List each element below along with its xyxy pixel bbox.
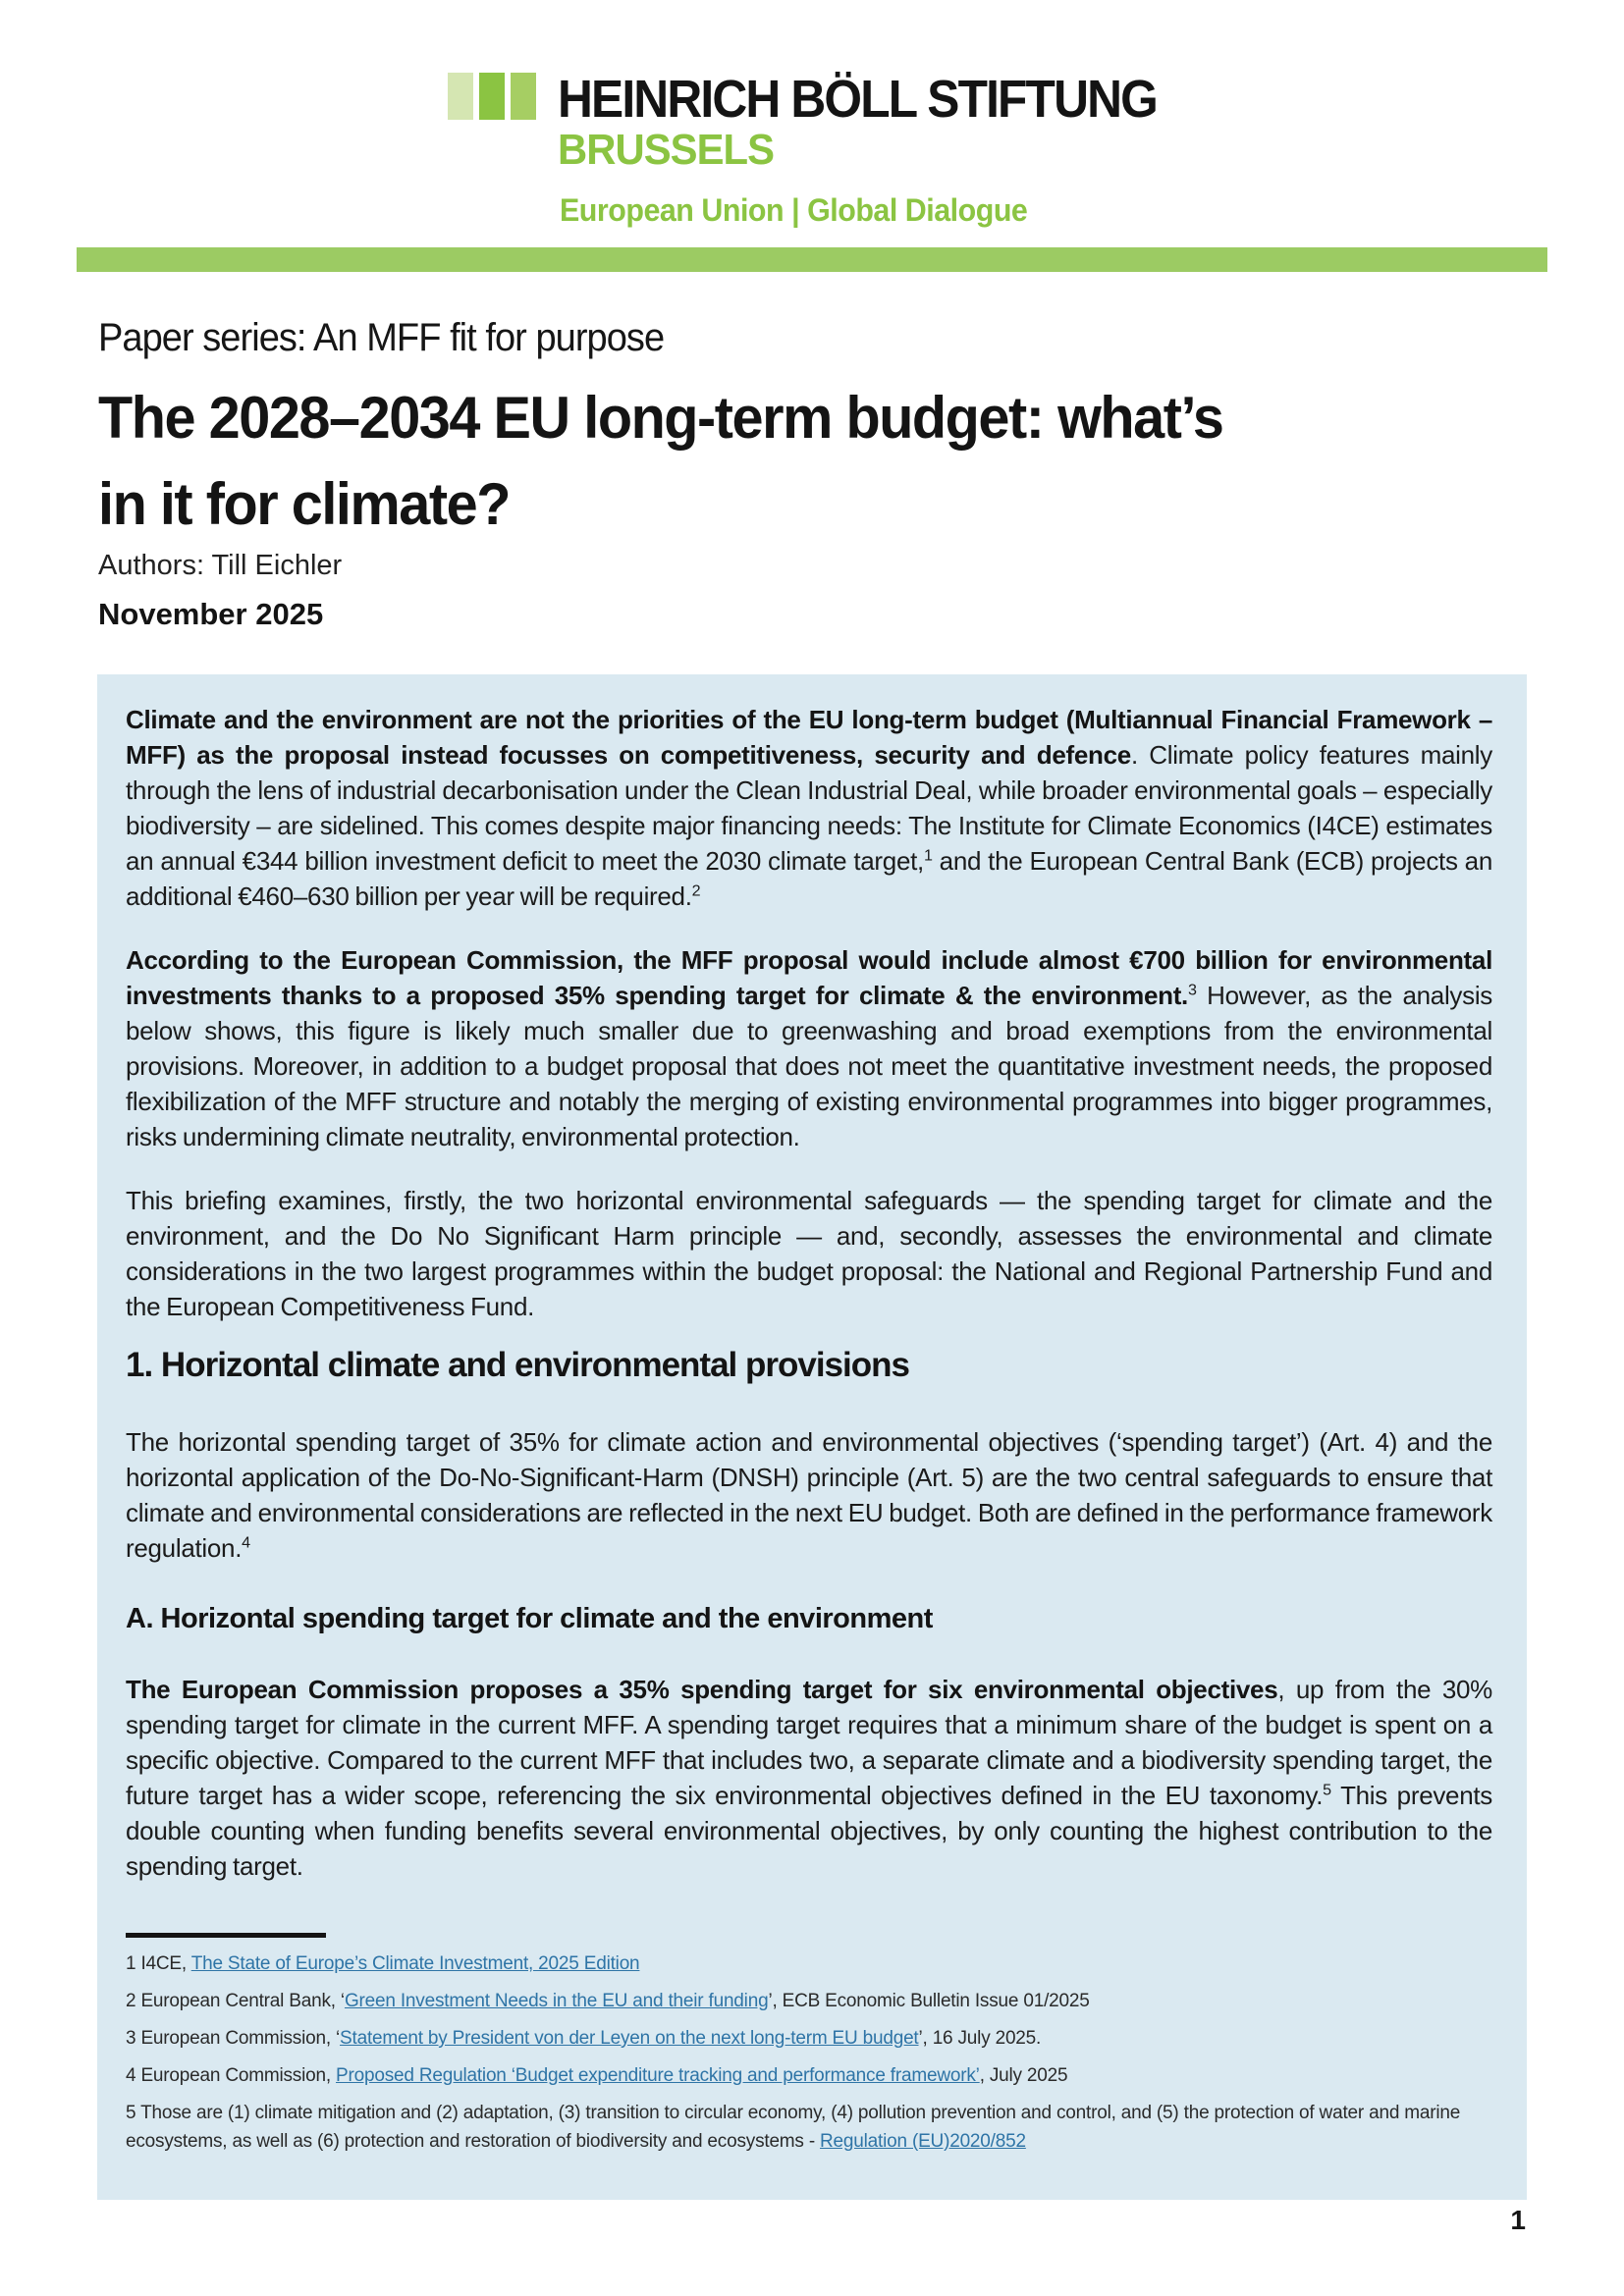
- page-title: The 2028–2034 EU long-term budget: what’…: [98, 375, 1224, 548]
- paragraph-5: The European Commission proposes a 35% s…: [126, 1672, 1492, 1884]
- paragraph-5-text-2: This prevents double counting when fundi…: [126, 1781, 1492, 1881]
- footnote-divider: [126, 1933, 326, 1938]
- footnote-3-text: 3 European Commission, ‘: [126, 2028, 341, 2049]
- paragraph-2-text: However, as the analysis below shows, th…: [126, 981, 1493, 1151]
- paragraph-3: This briefing examines, firstly, the two…: [126, 1183, 1492, 1324]
- logo-bar-dark-icon: [479, 73, 505, 120]
- footnote-3-suffix: ’, 16 July 2025.: [918, 2028, 1042, 2049]
- footnote-ref-4: 4: [242, 1533, 250, 1552]
- paragraph-5-text: , up from the 30% spending target for cl…: [126, 1675, 1492, 1810]
- footnote-1: 1 I4CE, The State of Europe’s Climate In…: [126, 1949, 1492, 1978]
- footnotes-section: 1 I4CE, The State of Europe’s Climate In…: [126, 1933, 1492, 2156]
- footnote-4-text: 4 European Commission,: [126, 2065, 337, 2086]
- paragraph-4-text: The horizontal spending target of 35% fo…: [126, 1427, 1492, 1563]
- org-city: BRUSSELS: [558, 126, 775, 174]
- footnote-3: 3 European Commission, ‘Statement by Pre…: [126, 2024, 1492, 2053]
- footnote-2-text: 2 European Central Bank, ‘: [126, 1991, 345, 2011]
- authors-line: Authors: Till Eichler: [98, 550, 343, 581]
- paragraph-3-text: This briefing examines, firstly, the two…: [126, 1186, 1492, 1321]
- footnote-1-text: 1 I4CE,: [126, 1953, 191, 1974]
- paragraph-1-lead: Climate and the environment are not the …: [126, 705, 1492, 770]
- paragraph-1-text: . Climate policy features mainly through…: [126, 740, 1492, 876]
- footnote-ref-1: 1: [923, 846, 933, 865]
- paragraph-2-lead: According to the European Commission, th…: [126, 945, 1492, 1010]
- paragraph-2: According to the European Commission, th…: [126, 942, 1492, 1154]
- hbs-logo-icon: [448, 73, 536, 120]
- footnote-4-link[interactable]: Proposed Regulation ‘Budget expenditure …: [336, 2065, 980, 2086]
- paragraph-1: Climate and the environment are not the …: [126, 702, 1492, 914]
- page-title-line1: The 2028–2034 EU long-term budget: what’…: [98, 385, 1224, 451]
- publication-date: November 2025: [98, 597, 324, 631]
- page-number: 1: [1510, 2205, 1526, 2235]
- org-name: HEINRICH BÖLL STIFTUNG: [558, 70, 1159, 129]
- series-title: Paper series: An MFF fit for purpose: [98, 316, 665, 359]
- logo-bar-mid-icon: [511, 73, 536, 120]
- footnote-4-suffix: , July 2025: [979, 2065, 1068, 2086]
- logo-bar-light-icon: [448, 73, 473, 120]
- footnote-ref-3: 3: [1187, 981, 1197, 999]
- footnote-2: 2 European Central Bank, ‘Green Investme…: [126, 1987, 1492, 2015]
- footnote-ref-5: 5: [1323, 1781, 1331, 1799]
- page-title-line2: in it for climate?: [98, 471, 511, 537]
- footnote-1-link[interactable]: The State of Europe’s Climate Investment…: [190, 1953, 640, 1974]
- footnote-5-text: 5 Those are (1) climate mitigation and (…: [126, 2103, 1461, 2152]
- section-heading-1: 1. Horizontal climate and environmental …: [126, 1346, 910, 1384]
- paragraph-1-text-2: and the European Central Bank (ECB) proj…: [126, 846, 1492, 911]
- header-divider-bar: [77, 247, 1547, 272]
- footnote-5-link[interactable]: Regulation (EU)2020/852: [820, 2131, 1026, 2152]
- footnote-4: 4 European Commission, Proposed Regulati…: [126, 2061, 1492, 2090]
- footnote-2-link[interactable]: Green Investment Needs in the EU and the…: [344, 1991, 769, 2011]
- article-box: Climate and the environment are not the …: [97, 674, 1527, 2200]
- org-tagline: European Union | Global Dialogue: [560, 192, 1028, 228]
- footnote-3-link[interactable]: Statement by President von der Leyen on …: [340, 2028, 919, 2049]
- footnote-5: 5 Those are (1) climate mitigation and (…: [126, 2099, 1492, 2156]
- section-heading-a: A. Horizontal spending target for climat…: [126, 1603, 933, 1634]
- footnote-ref-2: 2: [691, 881, 701, 900]
- paragraph-4: The horizontal spending target of 35% fo…: [126, 1424, 1492, 1566]
- paragraph-5-lead: The European Commission proposes a 35% s…: [126, 1675, 1278, 1704]
- footnote-2-suffix: ’, ECB Economic Bulletin Issue 01/2025: [768, 1991, 1090, 2011]
